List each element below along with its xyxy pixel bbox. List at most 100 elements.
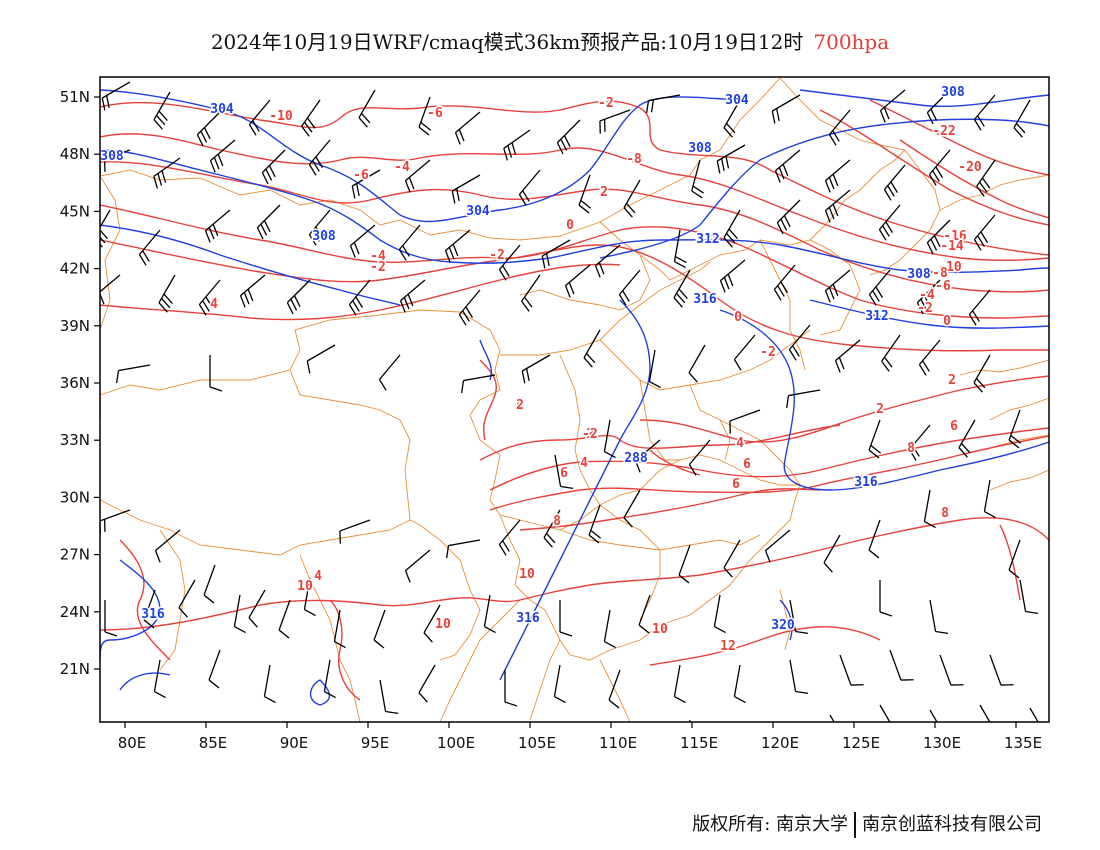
wind-barb: [824, 159, 851, 193]
y-tick-label: 30N: [60, 488, 90, 506]
temperature-label: -6: [935, 279, 951, 294]
wind-barb: [824, 189, 851, 223]
temperature-label: -10: [938, 260, 962, 275]
wind-barb: [1008, 539, 1021, 579]
wind-barb: [828, 109, 851, 146]
wind-barb: [358, 89, 376, 128]
temperature-label: -2: [370, 260, 386, 275]
wind-barb: [278, 599, 291, 639]
temperature-label: -4: [394, 160, 410, 175]
wind-barb: [178, 579, 196, 618]
wind-barb: [926, 89, 951, 125]
geopotential-label: 288: [624, 451, 648, 466]
wind-barb: [504, 670, 518, 707]
x-axis: 80E 85E 90E 95E 100E 105E 110E 115E 120E 125E 130E…: [118, 722, 1042, 752]
geopotential-label: 308: [100, 149, 124, 164]
wind-barb: [104, 600, 118, 637]
temperature-labels: -10 -6-6-4-8020-2-4-2420-2-22-20-16-14-10…: [209, 95, 984, 656]
y-tick-label: 48N: [60, 145, 90, 163]
wind-barb: [553, 664, 566, 704]
wind-barb: [618, 269, 641, 306]
wind-barb: [286, 279, 311, 315]
wind-barb: [248, 589, 266, 628]
wind-barb: [578, 174, 592, 214]
temperature-label: 4: [314, 569, 322, 584]
temperature-label: -20: [958, 160, 982, 175]
temperature-label: -14: [940, 239, 964, 254]
wind-barb: [785, 389, 821, 409]
wind-barb: [926, 219, 951, 255]
wind-barb: [673, 269, 691, 308]
wind-barb: [634, 439, 661, 473]
wind-barb: [983, 479, 996, 519]
title-level: 700hpa: [813, 30, 890, 54]
temperature-label: -2: [917, 301, 933, 316]
wind-barb: [256, 204, 281, 240]
wind-barb: [483, 594, 496, 634]
wind-barb: [518, 169, 541, 206]
temperature-label: -2: [582, 427, 598, 442]
wind-barb: [101, 81, 131, 111]
temperature-label: 2: [876, 402, 884, 417]
temperature-label: 4: [580, 456, 588, 471]
plot-area: 3043043083083043083083123163123082883163…: [100, 77, 1049, 722]
wind-barb: [958, 419, 976, 458]
temperature-label: -16: [943, 229, 967, 244]
wind-barb: [445, 539, 481, 559]
temperature-label: 10: [519, 567, 535, 582]
wind-barb: [774, 149, 801, 183]
wind-barb: [203, 564, 216, 604]
wind-barb: [564, 264, 591, 298]
wind-barb: [115, 364, 151, 384]
wind-barb: [209, 139, 236, 173]
wind-barb: [1019, 579, 1039, 615]
wind-barb: [829, 714, 847, 722]
wind-barb: [733, 334, 756, 371]
x-tick-label: 135E: [1004, 734, 1042, 752]
temperature-label: 6: [732, 477, 740, 492]
wind-barb: [868, 519, 881, 559]
temperature-label: -2: [489, 248, 505, 263]
wind-barb: [373, 609, 386, 649]
x-tick-label: 80E: [118, 734, 147, 752]
geopotential-label: 304: [210, 102, 234, 117]
temperature-label: -4: [919, 288, 935, 303]
wind-barb: [378, 354, 401, 391]
wind-barb: [823, 534, 841, 573]
y-tick-label: 51N: [60, 88, 90, 106]
wind-barb: [733, 664, 746, 704]
x-tick-label: 100E: [437, 734, 475, 752]
y-tick-label: 27N: [60, 546, 90, 564]
wind-barb: [153, 157, 181, 189]
x-tick-label: 115E: [680, 734, 718, 752]
wind-barb: [688, 344, 706, 383]
wind-barb: [138, 229, 161, 266]
title-main: 2024年10月19日WRF/cmaq模式36km预报产品:10月19日12时: [210, 30, 804, 54]
wind-barb: [559, 600, 573, 637]
wind-barb: [301, 99, 321, 137]
wind-barb: [100, 274, 121, 308]
temperature-label: -8: [932, 266, 948, 281]
wind-barb: [261, 149, 286, 185]
wind-barb: [423, 604, 441, 643]
wind-barb: [308, 209, 331, 246]
wind-barb: [908, 424, 931, 461]
temperature-label: 0: [943, 314, 951, 329]
y-tick-label: 36N: [60, 374, 90, 392]
wind-barb: [788, 324, 811, 361]
geopotential-labels: 3043043083083043083083123163123082883163…: [100, 84, 966, 635]
wind-barb: [723, 99, 741, 138]
x-tick-label: 105E: [518, 734, 556, 752]
wind-barb: [594, 244, 621, 278]
wind-barb: [454, 111, 481, 145]
temperature-label: -6: [427, 106, 443, 121]
temperature-label: 0: [516, 398, 524, 413]
wind-barb: [418, 664, 436, 703]
x-tick-label: 110E: [599, 734, 637, 752]
temperature-label: 8: [907, 441, 915, 456]
wind-barb: [879, 580, 893, 617]
wind-barb: [418, 96, 432, 136]
wind-barb: [554, 454, 574, 490]
temperature-label: -22: [932, 124, 955, 139]
wind-barb: [623, 489, 641, 528]
